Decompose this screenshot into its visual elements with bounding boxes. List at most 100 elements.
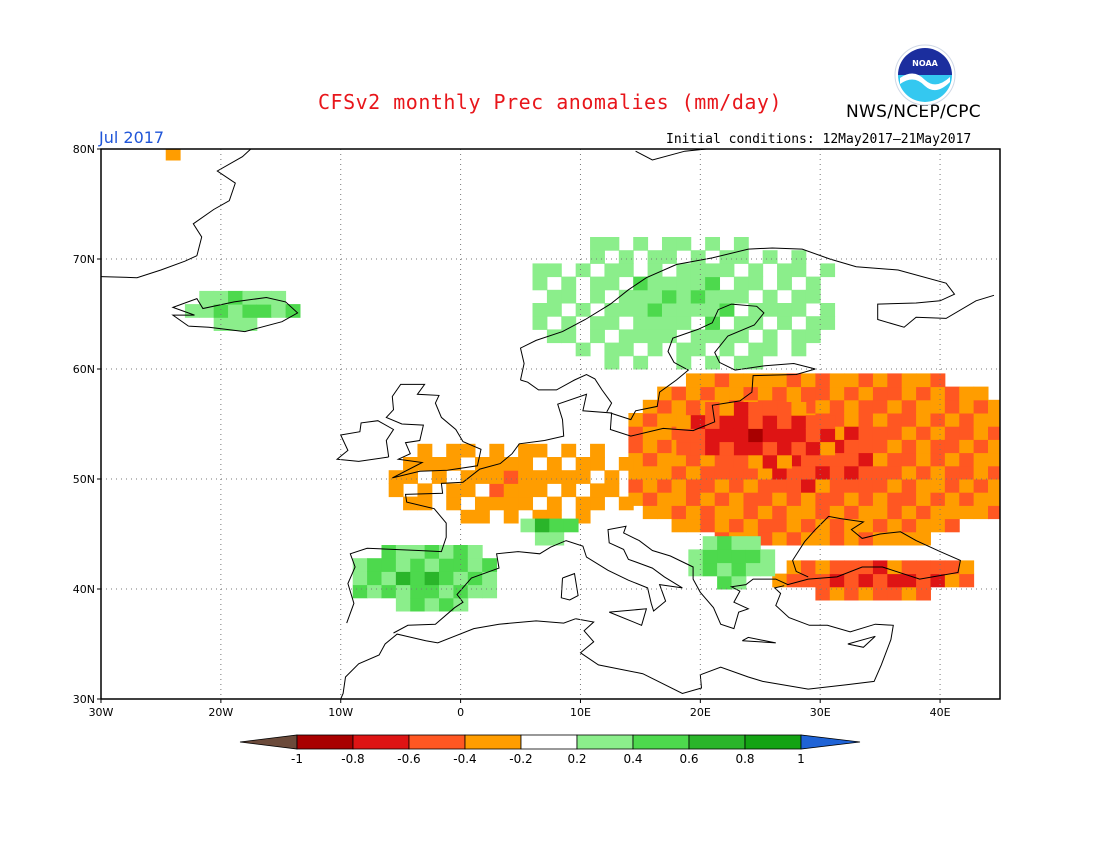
anomaly-cell <box>439 584 454 599</box>
anomaly-cell <box>503 457 519 471</box>
anomaly-cell <box>815 386 831 401</box>
anomaly-cell <box>872 492 888 506</box>
anomaly-cell <box>858 399 874 414</box>
anomaly-cell <box>642 399 658 414</box>
anomaly-cell <box>395 558 411 572</box>
anomaly-cell <box>762 250 778 264</box>
anomaly-cell <box>561 470 577 484</box>
anomaly-cell <box>944 465 960 480</box>
anomaly-cell <box>676 237 692 251</box>
anomaly-cell <box>647 250 663 264</box>
anomaly-cell <box>887 518 903 533</box>
colorbar-label: -0.4 <box>453 752 476 766</box>
anomaly-cell <box>916 399 931 414</box>
colorbar-swatch <box>464 734 522 750</box>
anomaly-cell <box>930 518 946 533</box>
anomaly-cell <box>676 276 692 291</box>
anomaly-cell <box>467 571 483 586</box>
colorbar-label: 0.8 <box>735 752 754 766</box>
anomaly-cell <box>228 317 243 331</box>
anomaly-cell <box>916 386 931 401</box>
anomaly-cell <box>872 452 888 467</box>
anomaly-cell <box>858 586 874 601</box>
anomaly-cell <box>820 428 836 443</box>
anomaly-cell <box>388 483 404 498</box>
anomaly-cell <box>676 263 692 278</box>
colorbar-swatch <box>632 734 690 750</box>
colorbar-label: -0.6 <box>397 752 420 766</box>
anomaly-cell <box>719 250 735 264</box>
anomaly-cell <box>546 457 562 471</box>
anomaly-cell <box>872 518 888 533</box>
anomaly-cell <box>467 558 483 572</box>
anomaly-cell <box>633 237 649 251</box>
anomaly-cell <box>944 518 960 533</box>
anomaly-cell <box>489 457 505 471</box>
anomaly-cell <box>901 531 917 546</box>
anomaly-cell <box>446 443 462 458</box>
anomaly-cell <box>717 575 732 590</box>
anomaly-cell <box>690 276 706 291</box>
anomaly-cell <box>858 505 874 520</box>
anomaly-cell <box>705 329 721 344</box>
anomaly-cell <box>959 426 975 440</box>
anomaly-cell <box>959 386 975 401</box>
anomaly-cell <box>657 413 673 427</box>
anomaly-cell <box>532 483 548 498</box>
anomaly-cell <box>748 276 764 291</box>
anomaly-cell <box>518 496 534 511</box>
anomaly-cell <box>705 355 721 370</box>
anomaly-cell <box>901 399 917 414</box>
anomaly-cell <box>661 316 677 330</box>
anomaly-cell <box>930 439 946 454</box>
anomaly-cell <box>801 386 816 401</box>
anomaly-cell <box>743 505 759 520</box>
anomaly-cell <box>676 415 692 429</box>
anomaly-cell <box>791 402 807 416</box>
anomaly-cell <box>633 303 649 317</box>
coastline-segment <box>609 608 648 626</box>
anomaly-cell <box>829 373 845 388</box>
anomaly-cell <box>453 558 469 572</box>
anomaly-cell <box>518 443 534 458</box>
anomaly-cell <box>772 373 788 388</box>
anomaly-cell <box>786 492 802 506</box>
lat-tick-label: 50N <box>73 473 95 486</box>
lon-tick-label: 0 <box>457 706 464 719</box>
colorbar-label: 0.4 <box>623 752 642 766</box>
anomaly-cell <box>944 452 960 467</box>
anomaly-cell <box>729 492 744 506</box>
anomaly-cell <box>671 399 687 414</box>
anomaly-cell <box>805 415 821 429</box>
anomaly-cell <box>959 413 975 427</box>
anomaly-cell <box>474 509 490 524</box>
anomaly-cell <box>661 237 677 251</box>
anomaly-cell <box>988 452 1000 467</box>
anomaly-cell <box>930 505 946 520</box>
anomaly-cell <box>887 505 903 520</box>
anomaly-cell <box>786 518 802 533</box>
anomaly-cell <box>872 479 888 493</box>
anomaly-cell <box>916 465 931 480</box>
anomaly-cell <box>575 509 591 524</box>
anomaly-cell <box>549 518 565 533</box>
anomaly-cell <box>446 496 462 511</box>
anomaly-cell <box>988 413 1000 427</box>
anomaly-cell <box>887 479 903 493</box>
anomaly-cell <box>829 452 845 467</box>
anomaly-cell <box>546 303 562 317</box>
anomaly-cell <box>590 289 605 304</box>
anomaly-cell <box>688 562 704 577</box>
anomaly-cell <box>532 470 548 484</box>
anomaly-cell <box>575 470 591 484</box>
anomaly-cell <box>777 316 792 330</box>
anomaly-region-7 <box>688 536 776 590</box>
colorbar-swatch <box>688 734 746 750</box>
anomaly-cell <box>844 573 860 588</box>
anomaly-cell <box>743 465 759 480</box>
anomaly-cell <box>916 439 931 454</box>
anomaly-cell <box>820 263 836 278</box>
anomaly-cell <box>446 457 462 471</box>
anomaly-cell <box>858 492 874 506</box>
coastline-segment <box>575 585 894 695</box>
